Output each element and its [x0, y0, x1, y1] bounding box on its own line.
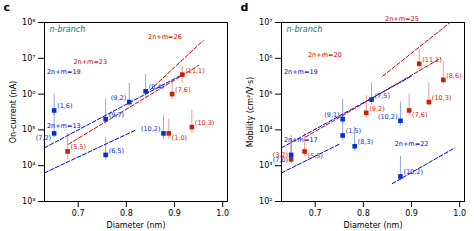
svg-text:(8,3): (8,3): [358, 138, 373, 146]
svg-text:10⁶: 10⁶: [22, 90, 35, 99]
svg-text:2n+m=22: 2n+m=22: [395, 140, 429, 148]
svg-text:2n+m=19: 2n+m=19: [47, 68, 81, 76]
svg-text:10⁴: 10⁴: [259, 125, 272, 134]
svg-text:n-branch: n-branch: [287, 25, 323, 34]
svg-text:(7,2): (7,2): [36, 134, 51, 142]
svg-text:10⁷: 10⁷: [259, 18, 272, 27]
svg-text:(5,5): (5,5): [71, 143, 86, 151]
svg-text:(9,1): (9,1): [324, 111, 339, 119]
svg-text:(10,2): (10,2): [141, 125, 161, 133]
svg-text:0.8: 0.8: [357, 209, 370, 218]
svg-text:Diameter (nm): Diameter (nm): [107, 221, 166, 230]
svg-text:2n+m=25: 2n+m=25: [385, 15, 419, 23]
svg-text:Mobility (cm²/V·s): Mobility (cm²/V·s): [246, 77, 255, 147]
svg-text:10⁶: 10⁶: [259, 54, 272, 63]
svg-text:10⁸: 10⁸: [22, 18, 35, 27]
svg-text:0.7: 0.7: [72, 209, 85, 218]
svg-text:(10,2): (10,2): [378, 113, 398, 121]
svg-text:d: d: [241, 1, 249, 14]
svg-text:(1,0): (1,0): [172, 134, 187, 142]
svg-text:On-current (nA): On-current (nA): [9, 81, 18, 143]
svg-text:c: c: [4, 1, 11, 14]
svg-text:(11,1): (11,1): [422, 56, 442, 64]
svg-text:(7,5): (7,5): [375, 92, 390, 100]
svg-text:(9,7): (9,7): [109, 111, 124, 119]
svg-text:0.9: 0.9: [405, 209, 418, 218]
svg-text:(5,5): (5,5): [308, 152, 323, 160]
svg-text:1.0: 1.0: [216, 209, 229, 218]
svg-text:10⁴: 10⁴: [22, 161, 35, 170]
svg-text:10⁵: 10⁵: [22, 125, 35, 134]
svg-text:2n+m=20: 2n+m=20: [308, 51, 342, 59]
svg-text:(7,0): (7,0): [273, 156, 288, 164]
svg-text:(1,6): (1,6): [57, 102, 72, 110]
svg-text:(6,5): (6,5): [109, 147, 124, 155]
svg-text:0.8: 0.8: [120, 209, 133, 218]
svg-text:Diameter (nm): Diameter (nm): [344, 221, 403, 230]
svg-text:2n+m=13: 2n+m=13: [47, 122, 81, 130]
svg-text:2n+m=17: 2n+m=17: [284, 136, 318, 144]
svg-text:(10,3): (10,3): [195, 119, 215, 127]
svg-text:10³: 10³: [259, 161, 272, 170]
svg-text:2n+m=19: 2n+m=19: [284, 68, 318, 76]
svg-text:(10,3): (10,3): [432, 94, 452, 102]
svg-text:n-branch: n-branch: [50, 25, 86, 34]
svg-text:0.7: 0.7: [309, 209, 322, 218]
svg-text:2n+m=23: 2n+m=23: [73, 58, 107, 66]
svg-text:(9,2): (9,2): [111, 94, 126, 102]
svg-text:(7,6): (7,6): [175, 86, 190, 94]
svg-text:(7,6): (7,6): [412, 111, 427, 119]
svg-text:(8,4): (8,4): [149, 83, 164, 91]
svg-text:(9,2): (9,2): [369, 105, 384, 113]
svg-text:10⁷: 10⁷: [22, 54, 35, 63]
svg-text:(11,1): (11,1): [185, 67, 205, 75]
svg-text:0.9: 0.9: [168, 209, 181, 218]
svg-text:10⁵: 10⁵: [259, 90, 272, 99]
svg-text:2n+m=26: 2n+m=26: [148, 33, 182, 41]
svg-text:1.0: 1.0: [453, 209, 466, 218]
svg-text:10²: 10²: [259, 197, 272, 206]
svg-text:(1,5): (1,5): [346, 127, 361, 135]
svg-text:10³: 10³: [22, 197, 35, 206]
svg-text:(8,6): (8,6): [446, 72, 461, 80]
svg-text:(10,2): (10,2): [403, 168, 423, 176]
